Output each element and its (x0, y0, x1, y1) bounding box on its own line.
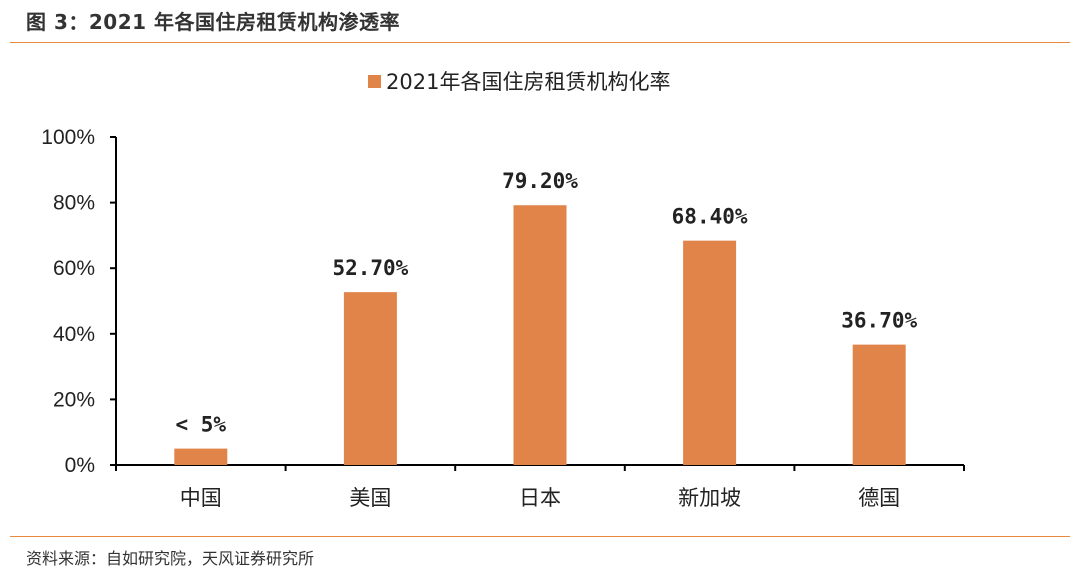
bar (343, 292, 397, 465)
y-tick-label: 40% (53, 323, 95, 346)
data-label: < 5% (176, 413, 227, 437)
data-labels: < 5% 52.70% 79.20% 68.40% 36.70% (176, 169, 918, 436)
data-label: 52.70% (332, 256, 408, 280)
data-label: 36.70% (841, 309, 917, 333)
y-tick-label: 100% (41, 126, 95, 149)
x-category-label: 新加坡 (678, 486, 741, 510)
chart-legend: 2021年各国住房租赁机构化率 (368, 70, 670, 94)
y-tick-label: 20% (53, 388, 95, 411)
bar (683, 240, 737, 465)
x-category-label: 中国 (180, 486, 222, 510)
source-note: 资料来源：自如研究院，天风证券研究所 (26, 549, 315, 568)
bar-chart: 2021年各国住房租赁机构化率 0% 20% 40% 60% 80% 100% < 5% 5… (41, 70, 965, 510)
x-category-label: 日本 (519, 486, 561, 510)
data-label: 79.20% (502, 169, 578, 193)
y-tick-label: 0% (65, 454, 95, 477)
footer-rule (10, 536, 1070, 537)
bar (852, 344, 906, 465)
data-label: 68.40% (672, 205, 748, 229)
x-axis-categories: 中国 美国 日本 新加坡 德国 (180, 486, 900, 510)
figure-title: 图 3：2021 年各国住房租赁机构渗透率 (26, 10, 401, 34)
y-axis-ticks: 0% 20% 40% 60% 80% 100% (41, 126, 116, 477)
x-category-label: 德国 (858, 486, 900, 510)
bar (174, 448, 228, 465)
legend-swatch (368, 75, 381, 88)
header-rule (10, 42, 1070, 43)
x-category-label: 美国 (349, 486, 391, 510)
legend-label: 2021年各国住房租赁机构化率 (386, 70, 670, 94)
y-tick-label: 60% (53, 257, 95, 280)
y-tick-label: 80% (53, 192, 95, 215)
chart-bars (174, 205, 906, 465)
bar (513, 205, 567, 465)
